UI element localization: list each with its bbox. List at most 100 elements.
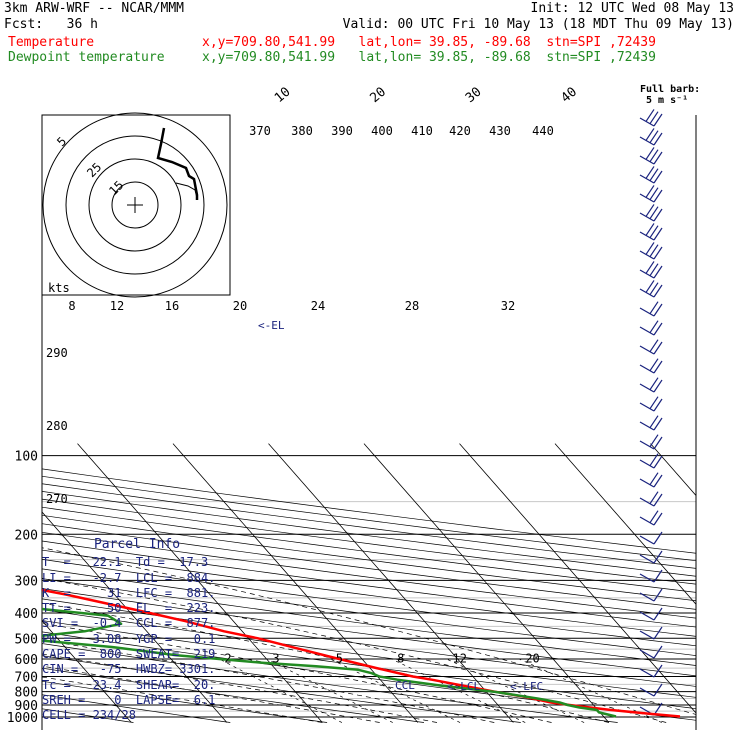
pressure-tick-label: 700	[15, 671, 38, 686]
temperature-tick-label: 20	[367, 85, 389, 107]
wind-barb-flag	[645, 261, 655, 274]
dry-adiabat-line	[42, 549, 696, 637]
wind-barb	[639, 117, 655, 127]
wind-barb	[639, 497, 655, 507]
wind-barb	[639, 383, 655, 393]
isotherm-line	[42, 620, 132, 723]
wind-barb	[639, 630, 655, 640]
parcel-info-row: CIN = -75 HWBZ= 3301.	[42, 662, 216, 677]
hodograph-trace	[156, 127, 199, 200]
dry-adiabat-line	[42, 523, 696, 610]
level-annotation: CCL	[395, 679, 415, 692]
mixing-ratio-label: 2	[224, 652, 231, 666]
mixing-ratio-line	[219, 658, 343, 723]
dry-adiabat-line	[42, 609, 696, 698]
wind-barb-flag	[653, 246, 663, 260]
wind-barb-flag	[653, 455, 663, 469]
dry-adiabat-line	[42, 568, 696, 656]
theta-scale-tick: 400	[371, 124, 393, 138]
wind-barb-flag	[653, 341, 663, 355]
wind-barb	[639, 345, 655, 355]
hodograph-speed-scale-label: kts	[48, 281, 70, 295]
dry-adiabat-line	[42, 680, 328, 723]
wind-barb-flag	[649, 339, 659, 353]
dry-adiabat-label: 270	[46, 492, 68, 506]
wind-barb-flag	[649, 358, 659, 372]
parcel-info-row: Tc = 23.4 SHEAR= 20.	[42, 677, 216, 692]
wind-barb	[639, 307, 655, 317]
wind-barb	[639, 155, 655, 165]
level-annotation: <-LFC	[510, 680, 543, 693]
isotherm-line	[42, 511, 228, 723]
wind-barb	[639, 288, 655, 298]
isotherm-line	[554, 443, 696, 605]
parcel-info-row: CAPE = 800 SWEAT= 219	[42, 647, 216, 662]
wind-barb	[639, 402, 655, 412]
temperature-tick-label: 30	[463, 85, 485, 107]
pressure-tick-label: 1000	[7, 711, 38, 726]
wind-barb-flag	[649, 149, 659, 163]
parcel-info-row: LI = -2.7 LCL = 884.	[42, 570, 216, 585]
wind-barb-flag	[653, 569, 663, 583]
wind-barb-flag	[653, 284, 663, 298]
mixing-ratio-line	[518, 658, 662, 723]
wind-barb-flag	[645, 166, 655, 179]
wind-barb	[639, 516, 655, 526]
moist-adiabat-line	[42, 622, 552, 723]
wind-barb	[639, 326, 655, 336]
wind-barb-flag	[649, 282, 659, 296]
wind-barb-flag	[653, 189, 663, 203]
wind-barb-flag	[645, 223, 655, 236]
wind-barb	[639, 212, 655, 222]
wind-barb-flag	[649, 472, 659, 486]
wind-barb-flag	[653, 360, 663, 374]
wind-barb-flag	[653, 417, 663, 431]
wind-barb-flag	[653, 493, 663, 507]
parcel-info-box: Parcel Info T = 22.1 Td = 17.3 LI = -2.7 …	[42, 537, 232, 729]
wind-barb-flag	[653, 512, 663, 526]
hodograph-storm-motion	[175, 182, 198, 199]
wind-barb	[639, 573, 655, 583]
temperature-legend-info: x,y=709.80,541.99 lat,lon= 39.85, -89.68…	[202, 35, 656, 50]
wind-barb-flag	[653, 113, 663, 127]
dry-adiabat-line	[42, 558, 696, 647]
wind-barb-flag	[649, 263, 659, 277]
pressure-tick-label: 500	[15, 632, 38, 647]
wind-barb-flag	[653, 474, 663, 488]
parcel-info-row: TT = 50 EL = 223.	[42, 601, 216, 616]
moist-adiabat-line	[42, 577, 667, 723]
dry-adiabat-line	[42, 694, 231, 723]
wind-barb	[639, 269, 655, 279]
parcel-info-row: K = 31 LFC = 881.	[42, 585, 216, 600]
parcel-info-row: SVI = -0.4 CCL = 877.	[42, 616, 216, 631]
dry-adiabat-line	[42, 588, 696, 677]
pressure-tick-label: 200	[15, 528, 38, 543]
temperature-tick-label: 10	[272, 85, 294, 107]
wind-barb-flag	[653, 132, 663, 146]
parcel-info-row: T = 22.1 Td = 17.3	[42, 555, 209, 570]
isotherm-line	[650, 443, 696, 497]
dewpoint-legend-label: Dewpoint temperature	[8, 50, 165, 65]
wind-barb-flag	[649, 301, 659, 315]
isotherm-line	[77, 443, 323, 723]
wind-barb-flag	[653, 683, 663, 697]
wind-barb-flag	[645, 242, 655, 255]
wind-barb	[639, 668, 655, 678]
wind-barb-flag	[649, 415, 659, 429]
valid-time: Valid: 00 UTC Fri 10 May 13 (18 MDT Thu …	[342, 17, 734, 32]
theta-scale-tick: 410	[411, 124, 433, 138]
wind-barb	[639, 174, 655, 184]
dry-adiabat-label: 290	[46, 346, 68, 360]
theta-scale-tick: 380	[291, 124, 313, 138]
wind-barb-flag	[649, 434, 659, 448]
level-annotation: <-EL	[258, 319, 285, 332]
dry-adiabat-label: 280	[46, 419, 68, 433]
parcel-info-title: Parcel Info	[93, 537, 181, 552]
pressure-tick-label: 600	[15, 653, 38, 668]
dry-adiabat-line	[42, 620, 696, 710]
wind-barb	[639, 592, 655, 602]
wind-barb-flag	[653, 645, 663, 659]
wind-barb-flag	[653, 227, 663, 241]
wind-barb-flag	[645, 128, 655, 141]
